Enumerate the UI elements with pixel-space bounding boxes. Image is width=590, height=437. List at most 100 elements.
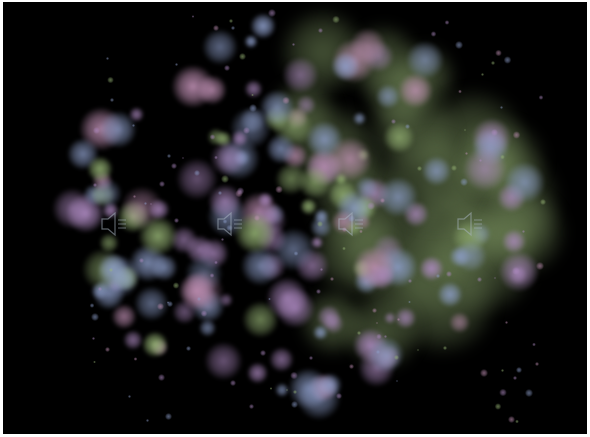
- particle: [108, 277, 123, 292]
- particle: [200, 310, 208, 318]
- particle: [250, 201, 288, 239]
- particle: [358, 350, 395, 387]
- particle: [291, 401, 299, 409]
- particle: [185, 255, 223, 293]
- particle: [169, 225, 198, 254]
- particle: [371, 234, 404, 267]
- speaker-icon[interactable]: [455, 209, 485, 239]
- speaker-icon[interactable]: [215, 209, 245, 239]
- particle-layer: [3, 2, 587, 434]
- particle: [363, 40, 395, 73]
- particle: [391, 119, 396, 124]
- particle: [330, 276, 334, 281]
- particle: [251, 93, 254, 96]
- particle: [335, 173, 348, 186]
- particle: [128, 243, 167, 282]
- particle: [93, 360, 96, 363]
- particle: [104, 346, 110, 352]
- particle: [240, 245, 281, 286]
- particle: [395, 379, 399, 383]
- speaker-icon[interactable]: [99, 209, 129, 239]
- particle: [164, 412, 173, 421]
- particle: [507, 415, 516, 424]
- particle: [274, 287, 315, 329]
- particle: [317, 373, 342, 398]
- particle: [495, 403, 502, 410]
- particle: [128, 107, 144, 122]
- particle: [268, 346, 294, 372]
- particle: [215, 131, 232, 148]
- particle: [308, 373, 338, 403]
- particle: [309, 356, 313, 361]
- particle: [291, 43, 295, 47]
- particle: [139, 257, 145, 263]
- particle: [322, 313, 344, 335]
- particle: [318, 27, 324, 33]
- particle: [250, 13, 276, 39]
- particle: [295, 95, 316, 116]
- particle: [239, 53, 246, 60]
- speaker-icon[interactable]: [336, 209, 366, 239]
- particle: [287, 367, 330, 410]
- particle: [464, 152, 468, 156]
- particle: [375, 84, 400, 109]
- particle: [151, 339, 169, 357]
- particle: [210, 140, 246, 177]
- particle: [96, 254, 141, 299]
- particle: [146, 419, 149, 422]
- particle: [454, 240, 487, 272]
- particle: [421, 155, 452, 186]
- particle: [181, 270, 225, 314]
- speaker-icons: [3, 2, 587, 434]
- particle: [274, 162, 308, 196]
- particle: [231, 26, 235, 30]
- particle: [260, 350, 267, 357]
- particle: [113, 265, 140, 291]
- particle: [128, 394, 132, 398]
- particle: [515, 420, 519, 424]
- particle: [212, 25, 219, 32]
- particle: [197, 297, 202, 301]
- particle: [299, 197, 318, 216]
- particle: [315, 288, 322, 295]
- particle: [265, 134, 297, 165]
- particle: [265, 276, 308, 319]
- particle: [175, 63, 178, 66]
- particle: [89, 303, 94, 308]
- particle: [209, 134, 216, 140]
- particle: [133, 285, 169, 321]
- particle: [297, 165, 332, 200]
- particle: [132, 194, 137, 199]
- particle: [376, 349, 381, 354]
- particle: [99, 110, 137, 149]
- particle: [513, 131, 521, 139]
- particle: [512, 267, 521, 276]
- particle: [285, 389, 289, 392]
- particle: [106, 56, 110, 60]
- particle: [463, 129, 466, 132]
- particle: [294, 251, 299, 256]
- particle: [408, 279, 412, 283]
- particle: [405, 123, 411, 129]
- particle: [97, 252, 129, 284]
- particle: [480, 72, 484, 76]
- particle: [244, 34, 259, 49]
- particle: [451, 165, 457, 171]
- particle: [109, 267, 114, 272]
- particle: [402, 200, 429, 228]
- particle: [141, 331, 169, 358]
- particle: [214, 260, 219, 265]
- particle: [522, 230, 525, 233]
- particle: [273, 106, 313, 147]
- particle: [348, 364, 354, 370]
- particle: [504, 320, 509, 325]
- particle: [491, 61, 495, 65]
- particle: [111, 303, 137, 329]
- particle: [460, 178, 469, 187]
- particle: [407, 300, 411, 304]
- particle: [297, 376, 341, 420]
- particle: [353, 259, 372, 279]
- particle: [172, 282, 180, 289]
- particle: [206, 127, 226, 147]
- particle: [259, 89, 295, 126]
